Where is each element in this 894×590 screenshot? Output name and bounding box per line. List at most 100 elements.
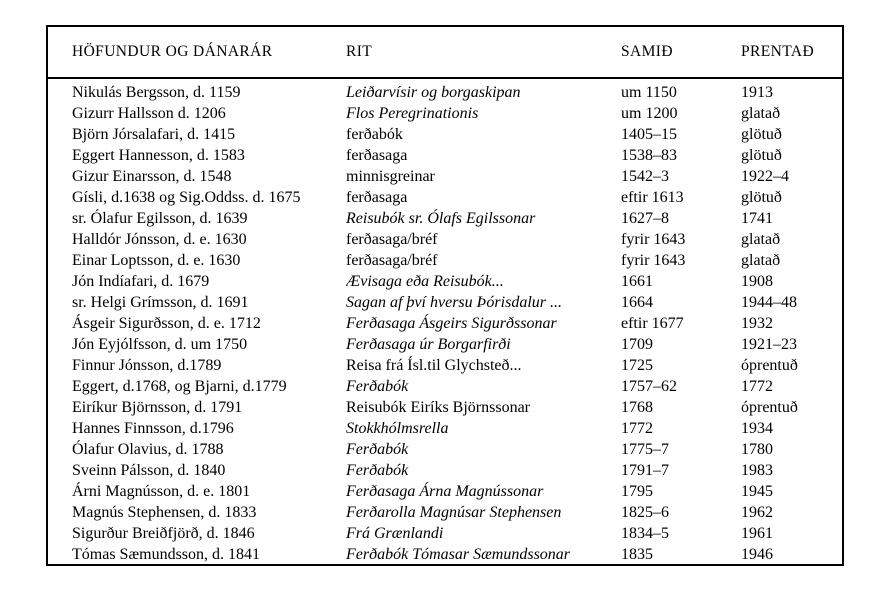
rit-cell: ferðabók (346, 126, 403, 143)
rit-cell: Ferðasaga Ásgeirs Sigurðssonar (346, 315, 557, 332)
prentad-cell: glötuð (741, 126, 782, 143)
author-cell: Ólafur Olavius, d. 1788 (72, 441, 224, 458)
table-row: Magnús Stephensen, d. 1833 Ferðarolla Mag… (48, 502, 842, 523)
rit-cell: Sagan af því hversu Þórisdalur ... (346, 294, 562, 311)
biblio-table-frame: HÖFUNDUR OG DÁNARÁR RIT SAMIÐ PRENTAÐ Ni… (46, 25, 844, 566)
author-cell: Magnús Stephensen, d. 1833 (72, 504, 257, 521)
prentad-cell: glatað (741, 105, 781, 122)
samid-cell: 1795 (621, 483, 653, 500)
table-row: sr. Ólafur Egilsson, d. 1639 Reisubók sr.… (48, 208, 842, 229)
table-row: Árni Magnússon, d. e. 1801 Ferðasaga Árna… (48, 481, 842, 502)
rit-cell: ferðasaga/bréf (346, 231, 438, 248)
rit-cell: minnisgreinar (346, 168, 435, 185)
samid-cell: fyrir 1643 (621, 231, 686, 248)
table-row: Eggert Hannesson, d. 1583 ferðasaga 1538–8… (48, 145, 842, 166)
author-cell: Halldór Jónsson, d. e. 1630 (72, 231, 247, 248)
prentad-cell: 1772 (741, 378, 773, 395)
table-row: Nikulás Bergsson, d. 1159 Leiðarvísir og … (48, 78, 842, 103)
samid-cell: um 1200 (621, 105, 678, 122)
samid-cell: 1725 (621, 357, 653, 374)
table-row: sr. Helgi Grímsson, d. 1691 Sagan af því … (48, 292, 842, 313)
table-row: Gísli, d.1638 og Sig.Oddss. d. 1675 ferða… (48, 187, 842, 208)
samid-cell: 1405–15 (621, 126, 677, 143)
samid-cell: 1664 (621, 294, 653, 311)
author-cell: Eggert, d.1768, og Bjarni, d.1779 (72, 378, 287, 395)
prentad-cell: glatað (741, 231, 781, 248)
author-cell: Nikulás Bergsson, d. 1159 (72, 84, 241, 101)
author-cell: Árni Magnússon, d. e. 1801 (72, 483, 251, 500)
author-cell: Finnur Jónsson, d.1789 (72, 357, 222, 374)
prentad-cell: 1962 (741, 504, 773, 521)
author-cell: Einar Loptsson, d. e. 1630 (72, 252, 241, 269)
prentad-cell: 1961 (741, 525, 773, 542)
table-row: Gizur Einarsson, d. 1548 minnisgreinar 154… (48, 166, 842, 187)
samid-cell: 1768 (621, 399, 653, 416)
samid-cell: um 1150 (621, 84, 677, 101)
rit-cell: Ferðabók Tómasar Sæmundssonar (346, 546, 571, 563)
header-row: HÖFUNDUR OG DÁNARÁR RIT SAMIÐ PRENTAÐ (48, 27, 842, 79)
prentad-cell: 1944–48 (741, 294, 797, 311)
samid-cell: eftir 1613 (621, 189, 684, 206)
samid-cell: 1538–83 (621, 147, 677, 164)
author-cell: Eggert Hannesson, d. 1583 (72, 147, 245, 164)
samid-cell: 1835 (621, 546, 653, 563)
prentad-cell: 1934 (741, 420, 773, 437)
table-row: Finnur Jónsson, d.1789 Reisa frá Ísl.til … (48, 355, 842, 376)
rit-cell: Ferðasaga Árna Magnússonar (346, 483, 544, 500)
prentad-cell: glatað (741, 252, 781, 269)
rit-cell: Stokkhólmsrella (346, 420, 449, 437)
prentad-cell: 1922–4 (741, 168, 789, 185)
prentad-cell: 1932 (741, 315, 773, 332)
rit-cell: Ferðabók (346, 462, 409, 479)
author-cell: Tómas Sæmundsson, d. 1841 (72, 546, 261, 563)
table-row: Eggert, d.1768, og Bjarni, d.1779 Ferðabó… (48, 376, 842, 397)
samid-cell: fyrir 1643 (621, 252, 686, 269)
header-samid: SAMIÐ (621, 27, 741, 79)
table-row: Einar Loptsson, d. e. 1630 ferðasaga/bréf… (48, 250, 842, 271)
table-body: Nikulás Bergsson, d. 1159 Leiðarvísir og … (48, 78, 842, 565)
table-row: Halldór Jónsson, d. e. 1630 ferðasaga/bré… (48, 229, 842, 250)
prentad-cell: glötuð (741, 147, 782, 164)
rit-cell: ferðasaga (346, 147, 408, 164)
rit-cell: Ferðasaga úr Borgarfirði (346, 336, 511, 353)
rit-cell: Reisubók Eiríks Björnssonar (346, 399, 530, 416)
table-row: Ólafur Olavius, d. 1788 Ferðabók 1775–7 178… (48, 439, 842, 460)
prentad-cell: 1945 (741, 483, 773, 500)
prentad-cell: 1913 (741, 84, 773, 101)
table-row: Björn Jórsalafari, d. 1415 ferðabók 1405–1… (48, 124, 842, 145)
header-prentad: PRENTAÐ (741, 27, 842, 79)
samid-cell: 1627–8 (621, 210, 669, 227)
author-cell: Jón Indíafari, d. 1679 (72, 273, 210, 290)
samid-cell: 1542–3 (621, 168, 669, 185)
rit-cell: Flos Peregrinationis (346, 105, 479, 122)
samid-cell: 1775–7 (621, 441, 669, 458)
author-cell: Björn Jórsalafari, d. 1415 (72, 126, 236, 143)
prentad-cell: 1983 (741, 462, 773, 479)
header-rit: RIT (346, 27, 621, 79)
author-cell: Hannes Finnsson, d.1796 (72, 420, 234, 437)
biblio-table: HÖFUNDUR OG DÁNARÁR RIT SAMIÐ PRENTAÐ Ni… (48, 27, 842, 565)
prentad-cell: 1741 (741, 210, 773, 227)
samid-cell: 1772 (621, 420, 653, 437)
rit-cell: Frá Grænlandi (346, 525, 444, 542)
author-cell: Gizur Einarsson, d. 1548 (72, 168, 232, 185)
samid-cell: 1834–5 (621, 525, 669, 542)
prentad-cell: 1946 (741, 546, 773, 563)
prentad-cell: glötuð (741, 189, 782, 206)
table-row: Ásgeir Sigurðsson, d. e. 1712 Ferðasaga Á… (48, 313, 842, 334)
table-row: Gizurr Hallsson d. 1206 Flos Peregrinatio… (48, 103, 842, 124)
samid-cell: 1791–7 (621, 462, 669, 479)
prentad-cell: óprentuð (741, 399, 798, 416)
rit-cell: ferðasaga (346, 189, 408, 206)
samid-cell: 1661 (621, 273, 653, 290)
samid-cell: 1757–62 (621, 378, 677, 395)
table-row: Tómas Sæmundsson, d. 1841 Ferðabók Tómasa… (48, 544, 842, 565)
prentad-cell: óprentuð (741, 357, 798, 374)
author-cell: Ásgeir Sigurðsson, d. e. 1712 (72, 315, 261, 332)
samid-cell: 1709 (621, 336, 653, 353)
rit-cell: ferðasaga/bréf (346, 252, 438, 269)
rit-cell: Ferðarolla Magnúsar Stephensen (346, 504, 562, 521)
author-cell: Jón Eyjólfsson, d. um 1750 (72, 336, 248, 353)
rit-cell: Reisubók sr. Ólafs Egilssonar (346, 210, 536, 227)
author-cell: Sveinn Pálsson, d. 1840 (72, 462, 226, 479)
